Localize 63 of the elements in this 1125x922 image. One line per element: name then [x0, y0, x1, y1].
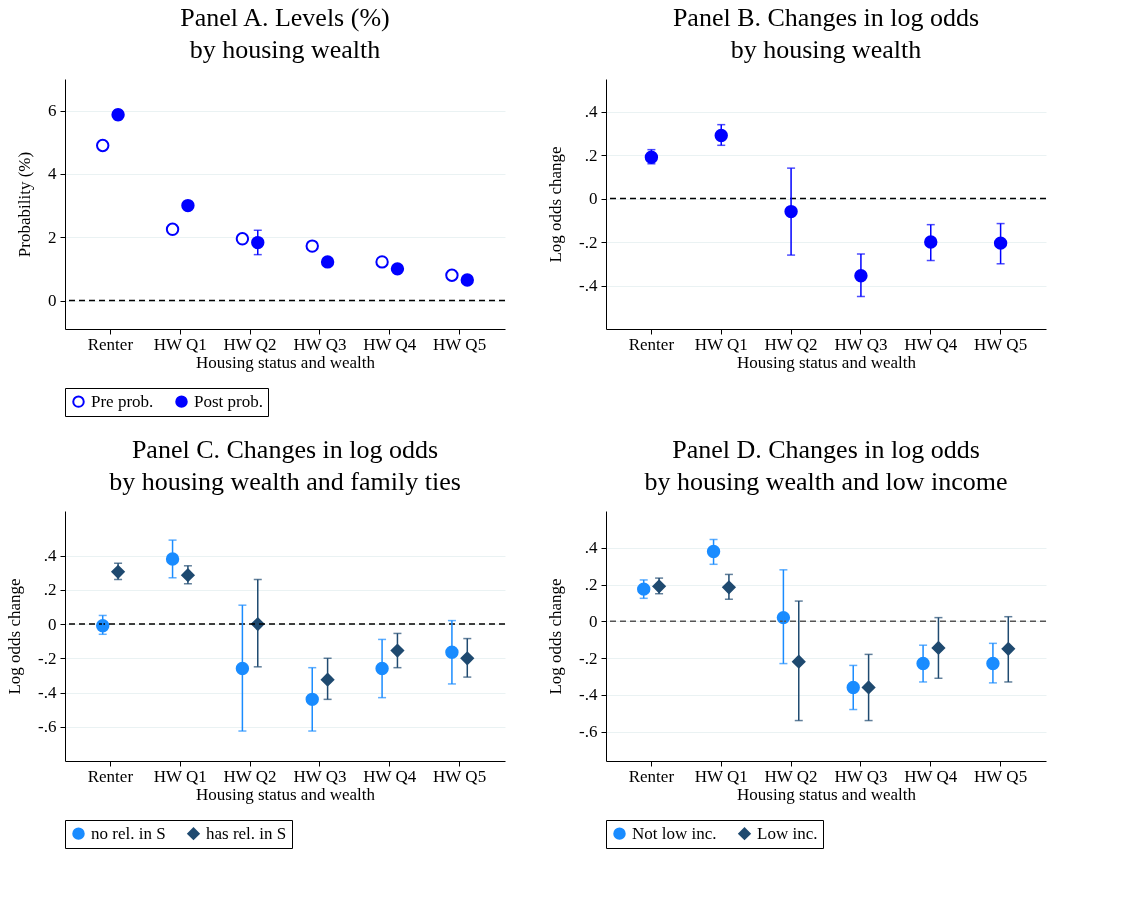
x-tick-label: Renter	[87, 334, 134, 354]
y-tick-label: 2	[48, 227, 57, 247]
x-tick-label: HW Q5	[974, 334, 1028, 354]
legend-label: Pre prob.	[91, 391, 154, 411]
y-axis-title: Log odds change	[5, 578, 25, 695]
x-tick-label: HW Q5	[433, 334, 487, 354]
x-tick-label: HW Q2	[223, 766, 277, 786]
y-tick-label: -.6	[579, 722, 598, 742]
legend-label: has rel. in S	[206, 823, 287, 843]
x-tick-label: HW Q4	[363, 334, 417, 354]
x-tick-label: HW Q1	[694, 766, 748, 786]
x-axis-title: Housing status and wealth	[737, 352, 917, 372]
y-tick-label: -.4	[579, 276, 598, 296]
chart-title: Panel B. Changes in log odds by housing wealth	[672, 3, 980, 64]
x-tick-label: Renter	[87, 766, 134, 786]
x-axis-title: Housing status and wealth	[737, 784, 917, 804]
x-tick-label: Renter	[628, 334, 675, 354]
x-tick-label: HW Q4	[904, 334, 958, 354]
x-tick-label: HW Q1	[153, 766, 207, 786]
x-tick-label: HW Q1	[153, 334, 207, 354]
x-tick-label: HW Q1	[694, 334, 748, 354]
y-tick-label: .4	[584, 538, 598, 558]
y-tick-label: 6	[48, 101, 57, 121]
y-tick-label: -.2	[579, 232, 598, 252]
y-tick-label: -.6	[38, 717, 57, 737]
x-tick-label: HW Q2	[764, 766, 818, 786]
x-tick-label: HW Q3	[293, 334, 347, 354]
chart-title: Panel C. Changes in log odds by housing wealth and family ties	[109, 435, 461, 496]
y-axis-title: Log odds change	[546, 578, 566, 695]
legend-label: Low inc.	[757, 823, 818, 843]
y-tick-label: -.2	[38, 648, 57, 668]
y-tick-label: 0	[48, 291, 57, 311]
x-tick-label: HW Q4	[363, 766, 417, 786]
x-tick-label: HW Q4	[904, 766, 958, 786]
x-tick-label: HW Q5	[433, 766, 487, 786]
y-tick-label: 4	[48, 164, 57, 184]
y-tick-label: .4	[584, 102, 598, 122]
x-tick-label: Renter	[628, 766, 675, 786]
x-tick-label: HW Q2	[764, 334, 818, 354]
x-axis-title: Housing status and wealth	[196, 784, 376, 804]
legend-label: Post prob.	[194, 391, 263, 411]
y-tick-label: 0	[589, 611, 598, 631]
y-tick-label: .2	[584, 575, 598, 595]
chart-title: Panel A. Levels (%) by housing wealth	[180, 3, 390, 64]
x-tick-label: HW Q2	[223, 334, 277, 354]
y-tick-label: .4	[43, 546, 57, 566]
x-axis-title: Housing status and wealth	[196, 352, 376, 372]
y-tick-label: 0	[48, 614, 57, 634]
x-tick-label: HW Q3	[293, 766, 347, 786]
y-tick-label: -.2	[579, 648, 598, 668]
y-tick-label: .2	[43, 580, 57, 600]
x-tick-label: HW Q5	[974, 766, 1028, 786]
y-tick-label: .2	[584, 145, 598, 165]
y-axis-title: Probability (%)	[15, 151, 34, 258]
x-tick-label: HW Q3	[834, 766, 888, 786]
legend-label: Not low inc.	[632, 823, 717, 843]
legend-label: no rel. in S	[91, 823, 166, 843]
y-tick-label: 0	[589, 189, 598, 209]
x-tick-label: HW Q3	[834, 334, 888, 354]
chart-title: Panel D. Changes in log odds by housing wealth and low income	[644, 435, 1008, 496]
y-tick-label: -.4	[38, 683, 57, 703]
y-tick-label: -.4	[579, 685, 598, 705]
y-axis-title: Log odds change	[546, 146, 566, 263]
